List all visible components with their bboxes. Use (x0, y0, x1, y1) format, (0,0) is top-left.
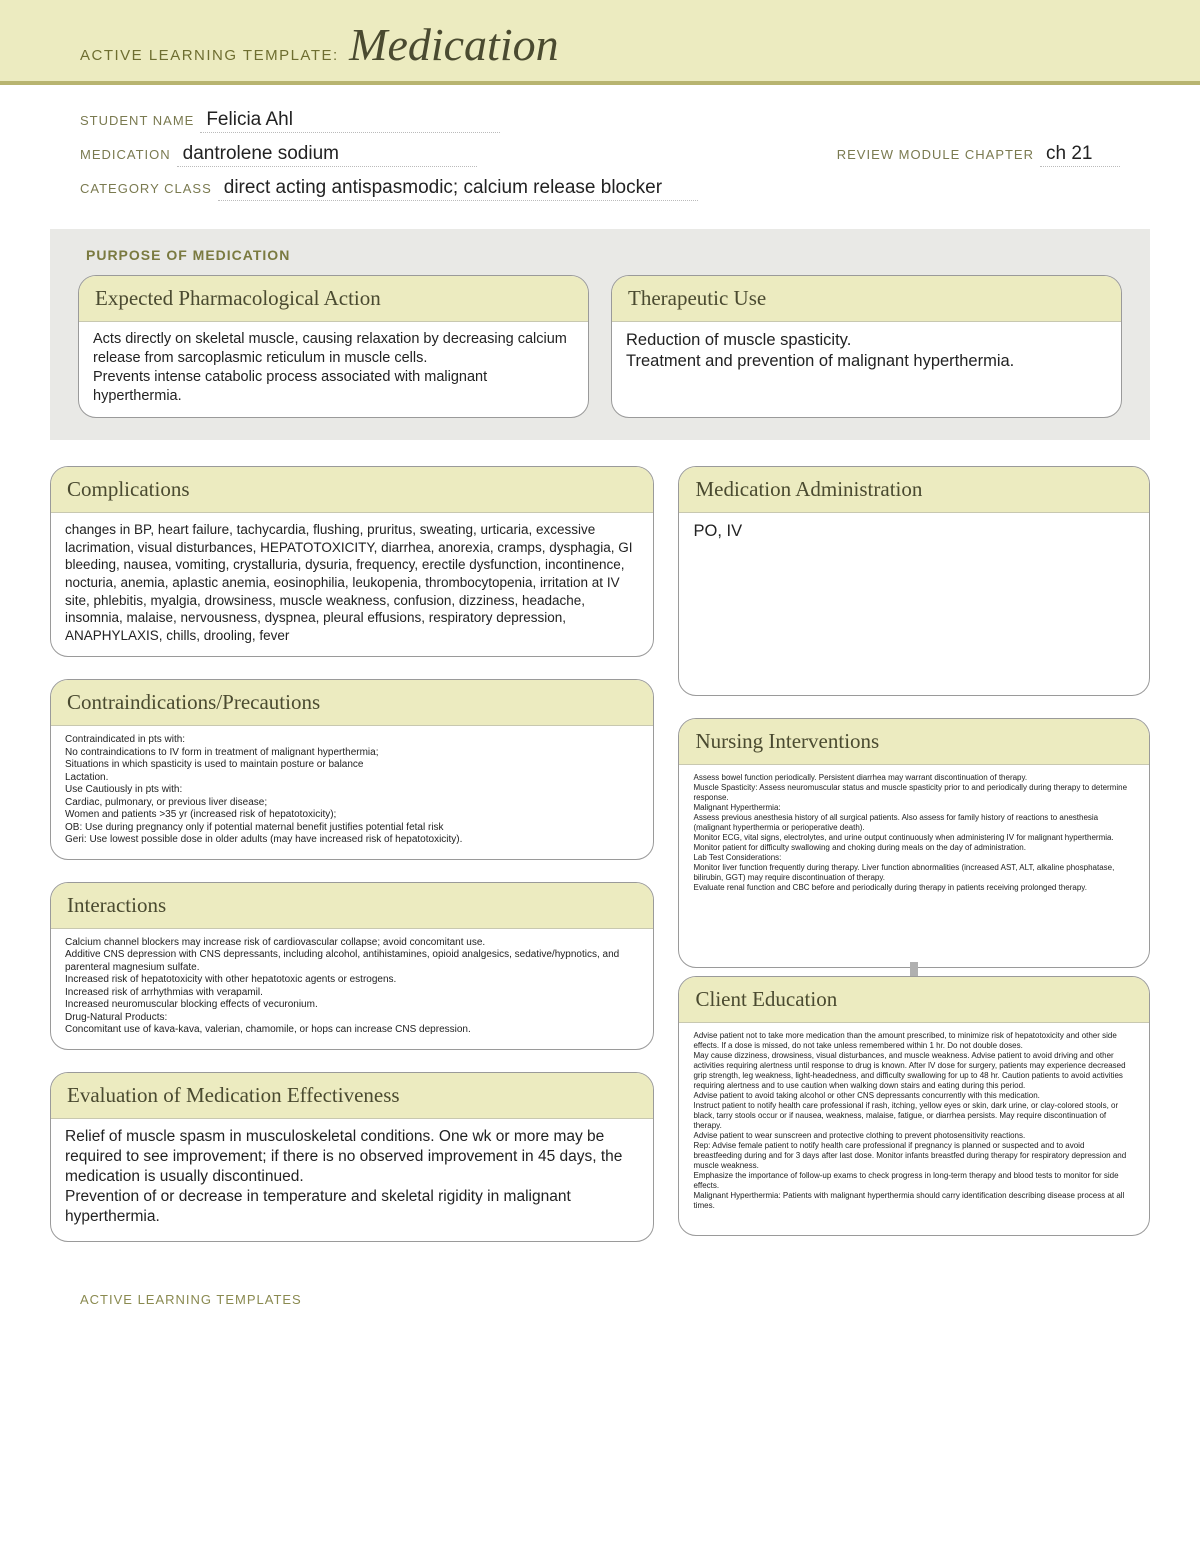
client-ed-title: Client Education (679, 977, 1149, 1023)
interactions-title: Interactions (51, 883, 653, 929)
evaluation-title: Evaluation of Medication Effectiveness (51, 1073, 653, 1119)
card-interactions: Interactions Calcium channel blockers ma… (50, 882, 654, 1050)
pharm-title: Expected Pharmacological Action (79, 276, 588, 322)
complications-title: Complications (51, 467, 653, 513)
chapter-value: ch 21 (1040, 143, 1120, 167)
meta-block: STUDENT NAME Felicia Ahl MEDICATION dant… (0, 85, 1200, 229)
purpose-label: PURPOSE OF MEDICATION (86, 247, 1122, 263)
header-prefix: ACTIVE LEARNING TEMPLATE: (80, 47, 339, 64)
card-pharm-action: Expected Pharmacological Action Acts dir… (78, 275, 589, 418)
medadmin-body: PO, IV (679, 513, 1149, 695)
card-client-education: Client Education Advise patient not to t… (678, 976, 1150, 1236)
meta-row-medication: MEDICATION dantrolene sodium REVIEW MODU… (80, 143, 1120, 167)
contra-body: Contraindicated in pts with: No contrain… (51, 726, 653, 859)
evaluation-body: Relief of muscle spasm in musculoskeleta… (51, 1119, 653, 1241)
category-value: direct acting antispasmodic; calcium rel… (218, 177, 698, 201)
student-label: STUDENT NAME (80, 113, 194, 128)
footer-text: ACTIVE LEARNING TEMPLATES (0, 1242, 1200, 1307)
right-column: Medication Administration PO, IV Nursing… (678, 466, 1150, 1236)
nursing-body: Assess bowel function periodically. Pers… (679, 765, 1149, 967)
contra-title: Contraindications/Precautions (51, 680, 653, 726)
therapeutic-body: Reduction of muscle spasticity. Treatmen… (612, 322, 1121, 417)
chapter-label: REVIEW MODULE CHAPTER (837, 147, 1034, 162)
meta-row-category: CATEGORY CLASS direct acting antispasmod… (80, 177, 1120, 201)
header-band: ACTIVE LEARNING TEMPLATE: Medication (0, 0, 1200, 85)
card-nursing: Nursing Interventions Assess bowel funct… (678, 718, 1150, 968)
medadmin-title: Medication Administration (679, 467, 1149, 513)
left-column: Complications changes in BP, heart failu… (50, 466, 654, 1241)
card-med-admin: Medication Administration PO, IV (678, 466, 1150, 696)
nursing-title: Nursing Interventions (679, 719, 1149, 765)
complications-body: changes in BP, heart failure, tachycardi… (51, 513, 653, 656)
card-complications: Complications changes in BP, heart failu… (50, 466, 654, 657)
student-value: Felicia Ahl (200, 109, 500, 133)
card-contraindications: Contraindications/Precautions Contraindi… (50, 679, 654, 860)
purpose-section: PURPOSE OF MEDICATION Expected Pharmacol… (50, 229, 1150, 440)
page-root: ACTIVE LEARNING TEMPLATE: Medication STU… (0, 0, 1200, 1347)
card-therapeutic-use: Therapeutic Use Reduction of muscle spas… (611, 275, 1122, 418)
medication-value: dantrolene sodium (177, 143, 477, 167)
therapeutic-title: Therapeutic Use (612, 276, 1121, 322)
header-title: Medication (349, 18, 559, 71)
client-ed-body: Advise patient not to take more medicati… (679, 1023, 1149, 1235)
medication-label: MEDICATION (80, 147, 171, 162)
pharm-body: Acts directly on skeletal muscle, causin… (79, 322, 588, 417)
meta-row-student: STUDENT NAME Felicia Ahl (80, 109, 1120, 133)
main-grid: Complications changes in BP, heart failu… (0, 440, 1200, 1241)
interactions-body: Calcium channel blockers may increase ri… (51, 929, 653, 1049)
card-evaluation: Evaluation of Medication Effectiveness R… (50, 1072, 654, 1242)
category-label: CATEGORY CLASS (80, 181, 212, 196)
nursing-client-stack: Nursing Interventions Assess bowel funct… (678, 718, 1150, 1236)
